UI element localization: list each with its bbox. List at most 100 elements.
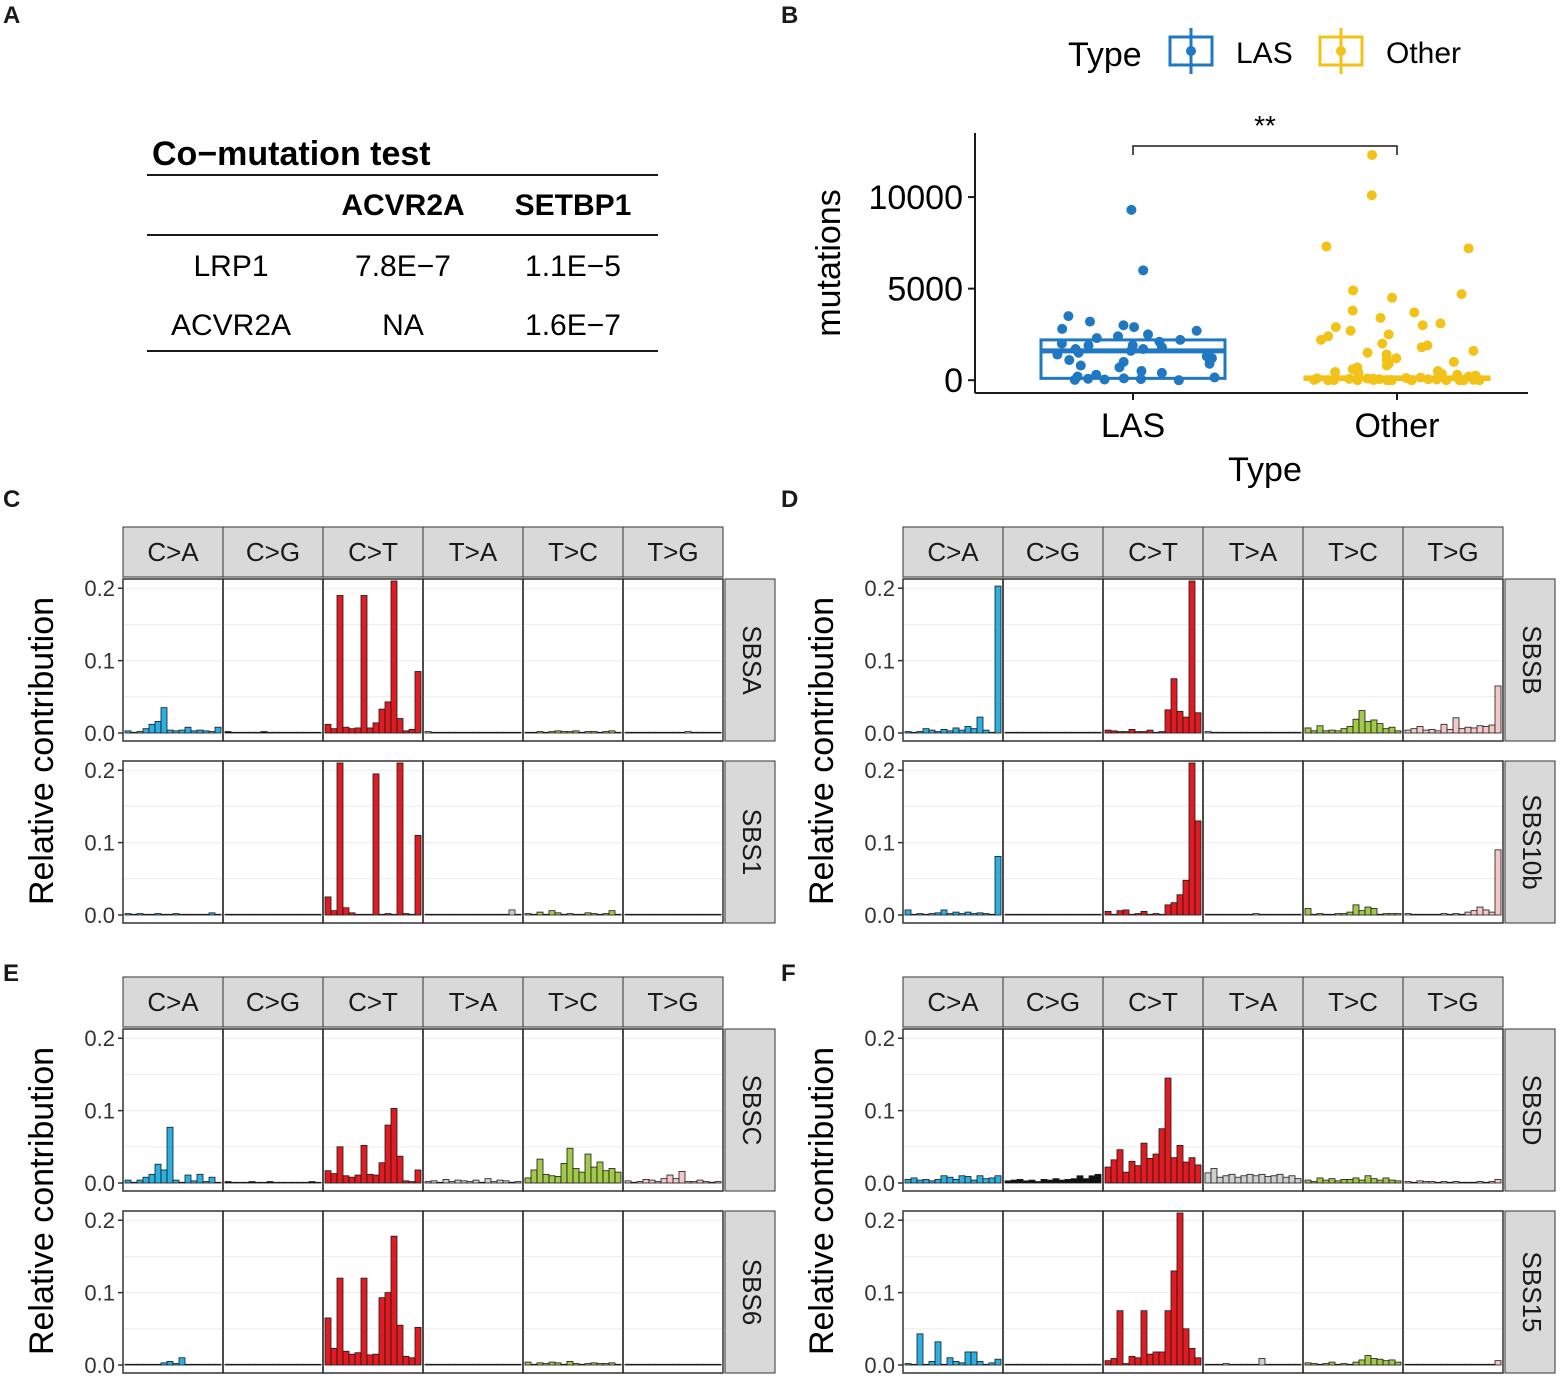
bar — [202, 730, 210, 734]
bar — [566, 731, 574, 734]
signature-panel-c: C>A C>G C>T T>A T>C T>G Relative contribution 0… — [23, 526, 776, 928]
bar — [336, 1146, 344, 1184]
bar — [172, 1179, 180, 1184]
bar — [928, 1360, 936, 1366]
legend-key-dot — [1186, 46, 1196, 56]
bar — [1128, 1355, 1136, 1366]
bar — [1052, 1178, 1060, 1184]
data-point — [1118, 320, 1129, 331]
bar — [1004, 731, 1012, 734]
bar — [514, 1363, 522, 1366]
bar — [336, 762, 344, 916]
bar — [1022, 731, 1030, 734]
bar — [648, 731, 656, 734]
bar — [1264, 1363, 1272, 1366]
bar — [236, 731, 244, 734]
bar — [324, 1170, 332, 1184]
bar — [436, 913, 444, 916]
bar — [928, 1180, 936, 1184]
bar — [1152, 1153, 1160, 1184]
bar — [424, 1363, 432, 1366]
facet-border — [222, 1028, 324, 1192]
bar — [414, 1326, 422, 1366]
bar — [1010, 913, 1018, 916]
bar — [142, 1176, 150, 1184]
bar — [672, 1178, 680, 1184]
bar — [1234, 731, 1242, 734]
data-point — [1352, 375, 1363, 386]
bar — [230, 1363, 238, 1366]
bar — [1464, 1363, 1472, 1366]
bar — [1040, 731, 1048, 734]
bar — [1452, 913, 1460, 916]
bar — [1276, 1363, 1284, 1366]
bar — [302, 913, 310, 916]
data-point — [1330, 322, 1341, 333]
bar — [1110, 913, 1118, 916]
bar — [524, 1177, 532, 1184]
bar — [502, 731, 510, 734]
bar — [366, 727, 374, 734]
bar — [608, 1362, 616, 1366]
data-point — [1391, 353, 1402, 364]
bar — [1410, 1181, 1418, 1184]
bar — [224, 1181, 232, 1184]
facet-border — [522, 760, 624, 924]
bar — [408, 1181, 416, 1184]
bar — [1288, 1363, 1296, 1366]
bar — [390, 913, 398, 916]
bar — [1364, 1175, 1372, 1184]
facet-strip-label: T>C — [548, 987, 598, 1017]
bar — [1228, 913, 1236, 916]
data-point — [1386, 375, 1397, 386]
bar — [1070, 1363, 1078, 1366]
bar — [666, 1363, 674, 1366]
bar — [260, 731, 268, 734]
bar — [172, 913, 180, 916]
bar — [190, 1180, 198, 1184]
legend-title: Type — [1068, 36, 1142, 74]
facet-strip-label: T>A — [1229, 987, 1278, 1017]
bar — [124, 730, 132, 734]
bar — [496, 1363, 504, 1366]
bar — [214, 1363, 222, 1366]
data-point — [1126, 204, 1137, 215]
data-point — [1099, 374, 1110, 385]
bar — [1270, 1363, 1278, 1366]
bar — [542, 913, 550, 916]
bar — [572, 730, 580, 734]
bar — [454, 1179, 462, 1184]
bar — [384, 1292, 392, 1366]
bar — [1176, 710, 1184, 734]
bar — [124, 1363, 132, 1366]
bar — [424, 1181, 432, 1184]
bar — [278, 731, 286, 734]
bar — [178, 1181, 186, 1184]
data-point — [1073, 347, 1084, 358]
bar — [1058, 913, 1066, 916]
data-point — [1448, 356, 1459, 367]
data-point — [1309, 374, 1320, 385]
bar — [1352, 1177, 1360, 1184]
bar — [1146, 913, 1154, 916]
bar — [424, 913, 432, 916]
facet-strip-label: C>T — [348, 987, 398, 1017]
data-point — [1330, 366, 1341, 377]
bar — [224, 731, 232, 734]
bar — [964, 726, 972, 734]
bar — [946, 1357, 954, 1366]
bar — [236, 1181, 244, 1184]
data-point — [1156, 342, 1167, 353]
bar — [1146, 1157, 1154, 1184]
bar — [614, 913, 622, 916]
bar — [1428, 1363, 1436, 1366]
bar — [672, 913, 680, 916]
bar — [1076, 731, 1084, 734]
bar — [1088, 913, 1096, 916]
bar — [554, 1176, 562, 1184]
bar — [272, 1363, 280, 1366]
bar — [1028, 913, 1036, 916]
bar — [1370, 1178, 1378, 1184]
y-tick-label: 0.2 — [864, 1208, 895, 1233]
bar — [1434, 730, 1442, 734]
